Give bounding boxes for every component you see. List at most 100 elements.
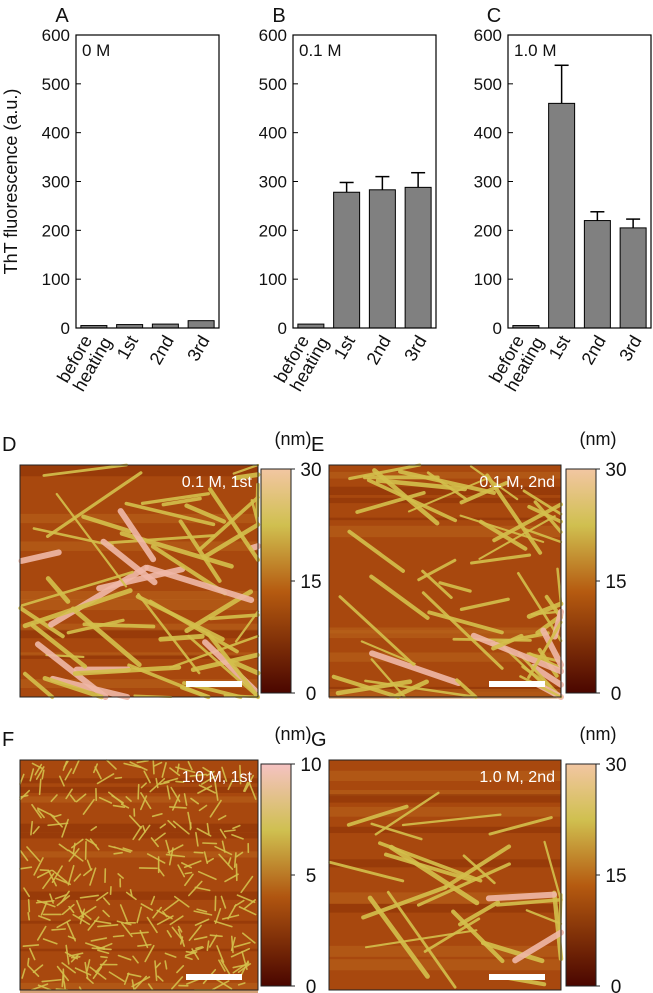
panel-label: F bbox=[2, 729, 14, 751]
afm-fibril bbox=[196, 827, 212, 837]
colorbar-unit: (nm) bbox=[275, 429, 312, 449]
afm-frame bbox=[328, 759, 562, 991]
afm-fibril bbox=[41, 978, 62, 983]
afm-fibril bbox=[540, 627, 564, 668]
afm-fibril bbox=[163, 777, 179, 784]
error-bar bbox=[590, 211, 605, 221]
afm-fibril bbox=[23, 887, 30, 898]
afm-fibril bbox=[144, 944, 155, 963]
afm-fibril bbox=[485, 891, 558, 902]
afm-fibril bbox=[370, 822, 423, 841]
afm-fibril bbox=[91, 947, 112, 951]
afm-fibril bbox=[155, 962, 162, 969]
afm-fibril bbox=[427, 610, 504, 635]
annotation: 1.0 M bbox=[514, 41, 557, 60]
afm-scan-stripe bbox=[20, 652, 258, 656]
afm-fibril bbox=[153, 761, 163, 767]
afm-fibril bbox=[438, 581, 472, 593]
afm-fibril bbox=[117, 954, 132, 961]
afm-fibril bbox=[154, 960, 158, 982]
plot-frame bbox=[292, 34, 437, 329]
panel-label: C bbox=[487, 5, 501, 27]
afm-fibril bbox=[87, 916, 100, 931]
afm-condition-label: 1.0 M, 1st bbox=[182, 769, 253, 786]
afm-fibril bbox=[478, 519, 528, 551]
scale-bar bbox=[186, 974, 242, 980]
afm-fibril bbox=[202, 842, 218, 845]
afm-fibril bbox=[238, 906, 257, 916]
afm-fibril bbox=[328, 860, 405, 883]
afm-fibril bbox=[196, 908, 208, 913]
afm-fibril bbox=[61, 962, 76, 974]
afm-fibril bbox=[27, 898, 31, 913]
afm-scan-stripe bbox=[329, 789, 561, 797]
afm-fibril bbox=[38, 778, 42, 796]
y-tick-label: 500 bbox=[42, 75, 70, 94]
afm-fibril bbox=[161, 496, 202, 507]
afm-fibril bbox=[459, 597, 510, 612]
y-tick-label: 200 bbox=[42, 221, 70, 240]
afm-fibril bbox=[100, 538, 158, 586]
afm-fibril bbox=[19, 849, 29, 862]
afm-fibril bbox=[187, 634, 260, 699]
afm-fibril bbox=[20, 570, 134, 607]
afm-image bbox=[328, 760, 564, 990]
afm-fibril bbox=[21, 968, 26, 979]
afm-fibril bbox=[360, 640, 416, 665]
afm-fibril bbox=[32, 964, 44, 974]
panel-label: D bbox=[2, 434, 16, 456]
afm-scan-stripe bbox=[20, 832, 258, 839]
afm-fibril bbox=[194, 918, 210, 926]
afm-fibril bbox=[228, 658, 261, 676]
afm-fibril bbox=[19, 789, 30, 801]
afm-fibril bbox=[179, 685, 211, 700]
afm-fibril bbox=[187, 761, 193, 771]
afm-fibril bbox=[67, 935, 76, 940]
afm-fibril bbox=[129, 889, 133, 897]
afm-fibril bbox=[150, 837, 159, 848]
colorbar-tick-label: 30 bbox=[605, 755, 626, 776]
afm-fibril bbox=[74, 967, 92, 976]
colorbar-unit: (nm) bbox=[275, 724, 312, 744]
afm-fibril bbox=[95, 959, 108, 973]
afm-fibril bbox=[140, 903, 154, 911]
scale-bar bbox=[489, 974, 545, 980]
afm-fibril bbox=[143, 770, 151, 784]
afm-fibril bbox=[96, 773, 115, 785]
afm-fibril bbox=[157, 867, 165, 877]
afm-fibril bbox=[214, 845, 233, 856]
afm-fibril bbox=[70, 954, 79, 963]
afm-fibril bbox=[167, 844, 184, 854]
afm-fibril bbox=[56, 919, 71, 929]
bar bbox=[548, 102, 576, 329]
afm-fibril bbox=[183, 860, 202, 869]
afm-fibril bbox=[338, 595, 416, 667]
afm-fibril bbox=[107, 534, 216, 545]
afm-fibril bbox=[81, 514, 133, 534]
afm-fibril bbox=[116, 920, 132, 926]
afm-condition-label: 1.0 M, 2nd bbox=[479, 769, 555, 786]
afm-fibril bbox=[137, 943, 152, 947]
afm-fibril bbox=[170, 786, 181, 803]
afm-fibril bbox=[243, 781, 249, 792]
colorbar bbox=[565, 763, 597, 987]
afm-fibril bbox=[451, 909, 505, 964]
afm-fibril bbox=[90, 826, 98, 832]
colorbar bbox=[260, 763, 292, 987]
afm-fibril bbox=[123, 762, 142, 769]
afm-fibril bbox=[94, 766, 102, 780]
afm-fibril bbox=[50, 794, 58, 803]
afm-fibril bbox=[119, 904, 129, 922]
afm-fibril bbox=[221, 914, 240, 920]
afm-fibril bbox=[144, 564, 255, 603]
afm-fibril bbox=[120, 922, 133, 938]
afm-frame bbox=[328, 464, 562, 698]
scale-bar bbox=[186, 681, 242, 687]
afm-scan-stripe bbox=[20, 679, 258, 689]
afm-fibril bbox=[214, 781, 219, 801]
afm-fibril bbox=[65, 788, 73, 800]
afm-fibril bbox=[114, 776, 123, 780]
afm-fibril bbox=[232, 824, 241, 830]
x-tick-label: 3rd bbox=[615, 332, 645, 365]
afm-fibril bbox=[221, 766, 228, 783]
